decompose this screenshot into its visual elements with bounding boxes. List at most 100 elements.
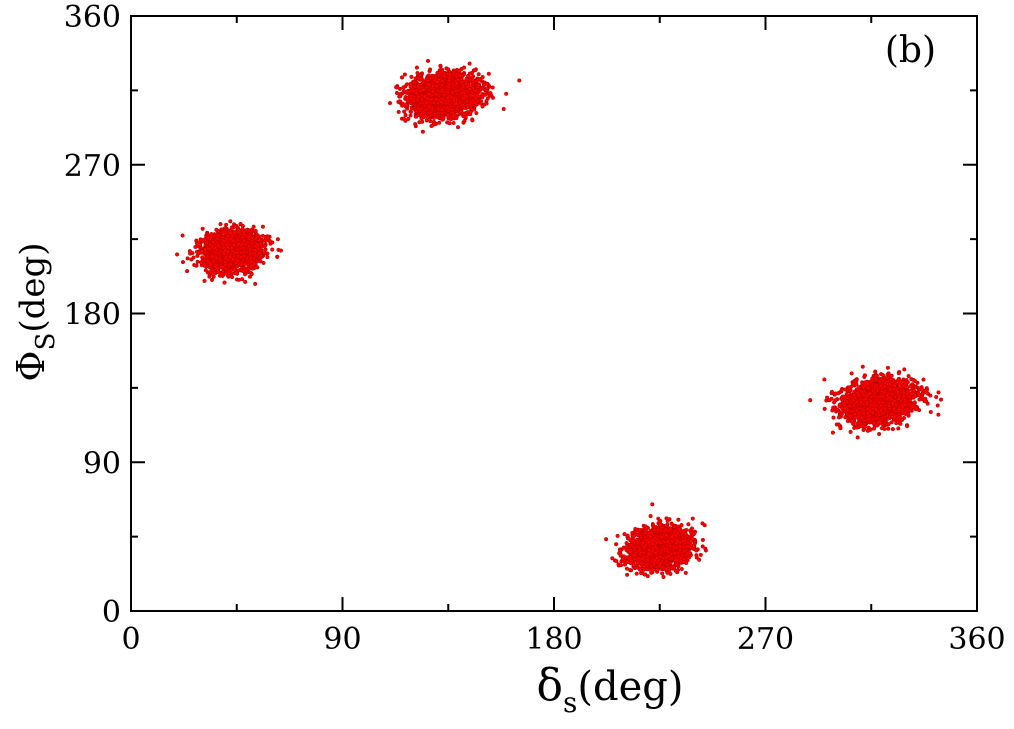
scatter-point (430, 89, 436, 94)
scatter-point (256, 251, 261, 256)
scatter-point (440, 113, 445, 119)
data-points (175, 58, 944, 580)
scatter-point (446, 78, 451, 83)
scatter-point (484, 99, 489, 104)
scatter-point (421, 80, 426, 85)
scatter-point (455, 106, 460, 112)
scatter-point (249, 241, 255, 247)
scatter-point (451, 120, 456, 126)
scatter-point (211, 274, 216, 279)
scatter-point (236, 241, 241, 246)
scatter-point (190, 251, 195, 256)
scatter-point (197, 242, 202, 247)
scatter-point (433, 121, 438, 126)
scatter-point (430, 73, 435, 78)
scatter-point (406, 99, 411, 104)
scatter-point (262, 244, 267, 249)
scatter-point (265, 255, 270, 260)
scatter-point (476, 83, 482, 88)
scatter-point (448, 94, 454, 99)
scatter-point (222, 280, 227, 285)
scatter-point (453, 88, 459, 93)
scatter-point (517, 78, 522, 83)
scatter-point (232, 242, 237, 248)
scatter-point (456, 77, 461, 82)
scatter-point (419, 97, 424, 102)
scatter-point (253, 228, 258, 233)
scatter-point (425, 78, 430, 84)
scatter-point (408, 84, 413, 89)
scatter-point (415, 71, 420, 76)
scatter-point (263, 238, 268, 244)
scatter-point (229, 246, 235, 251)
scatter-point (192, 262, 197, 268)
scatter-point (467, 61, 472, 66)
scatter-point (214, 227, 219, 232)
scatter-point (420, 119, 425, 124)
scatter-point (267, 239, 273, 244)
scatter-point (429, 123, 434, 129)
scatter-point (408, 113, 413, 118)
scatter-point (224, 222, 229, 227)
scatter-point (414, 65, 419, 70)
scatter-point (457, 68, 462, 74)
scatter-point (258, 241, 264, 246)
scatter-point (211, 260, 216, 265)
scatter-point (228, 254, 233, 259)
scatter-point (454, 116, 459, 121)
scatter-point (442, 98, 447, 103)
scatter-point (199, 248, 204, 254)
scatter-point (241, 230, 246, 235)
scatter-point (455, 125, 461, 130)
scatter-point (252, 261, 257, 266)
scatter-point (253, 236, 258, 241)
scatter-point (483, 89, 488, 94)
scatter-point (207, 274, 212, 279)
scatter-point (447, 82, 452, 87)
scatter-point (450, 90, 455, 95)
scatter-point (247, 235, 252, 240)
scatter-point (474, 79, 479, 84)
scatter-point (476, 72, 481, 77)
scatter-point (250, 227, 255, 232)
scatter-point (415, 106, 420, 111)
scatter-point (406, 116, 411, 121)
scatter-point (413, 122, 418, 127)
scatter-point (211, 239, 216, 244)
scatter-point (275, 237, 280, 242)
scatter-point (200, 226, 205, 231)
scatter-point (228, 230, 233, 235)
scatter-point (238, 255, 243, 260)
scatter-point (403, 113, 408, 118)
scatter-point (260, 224, 265, 229)
scatter-point (394, 85, 399, 90)
scatter-point (270, 247, 275, 252)
scatter-point (698, 552, 703, 557)
scatter-point (438, 63, 443, 68)
scatter-point (399, 75, 405, 80)
scatter-point (426, 73, 431, 78)
scatter-point (401, 85, 406, 90)
scatter-point (185, 269, 190, 274)
scatter-point (234, 250, 240, 255)
scatter-point (242, 253, 247, 259)
scatter-point (481, 83, 487, 88)
scatter-point (200, 255, 205, 260)
scatter-point (253, 248, 258, 253)
scatter-point (202, 278, 207, 283)
scatter-point (221, 235, 226, 240)
scatter-point (501, 106, 506, 112)
scatter-point (433, 97, 438, 102)
scatter-point (404, 90, 409, 95)
scatter-point (218, 222, 223, 227)
scatter-point (396, 109, 401, 114)
scatter-point (195, 253, 200, 258)
scatter-point (447, 121, 452, 126)
scatter-point (409, 74, 414, 79)
scatter-point (469, 101, 474, 107)
scatter-point (223, 260, 228, 265)
scatter-point (435, 101, 441, 106)
scatter-point (215, 266, 220, 271)
scatter-point (463, 114, 468, 119)
scatter-point (414, 114, 419, 119)
